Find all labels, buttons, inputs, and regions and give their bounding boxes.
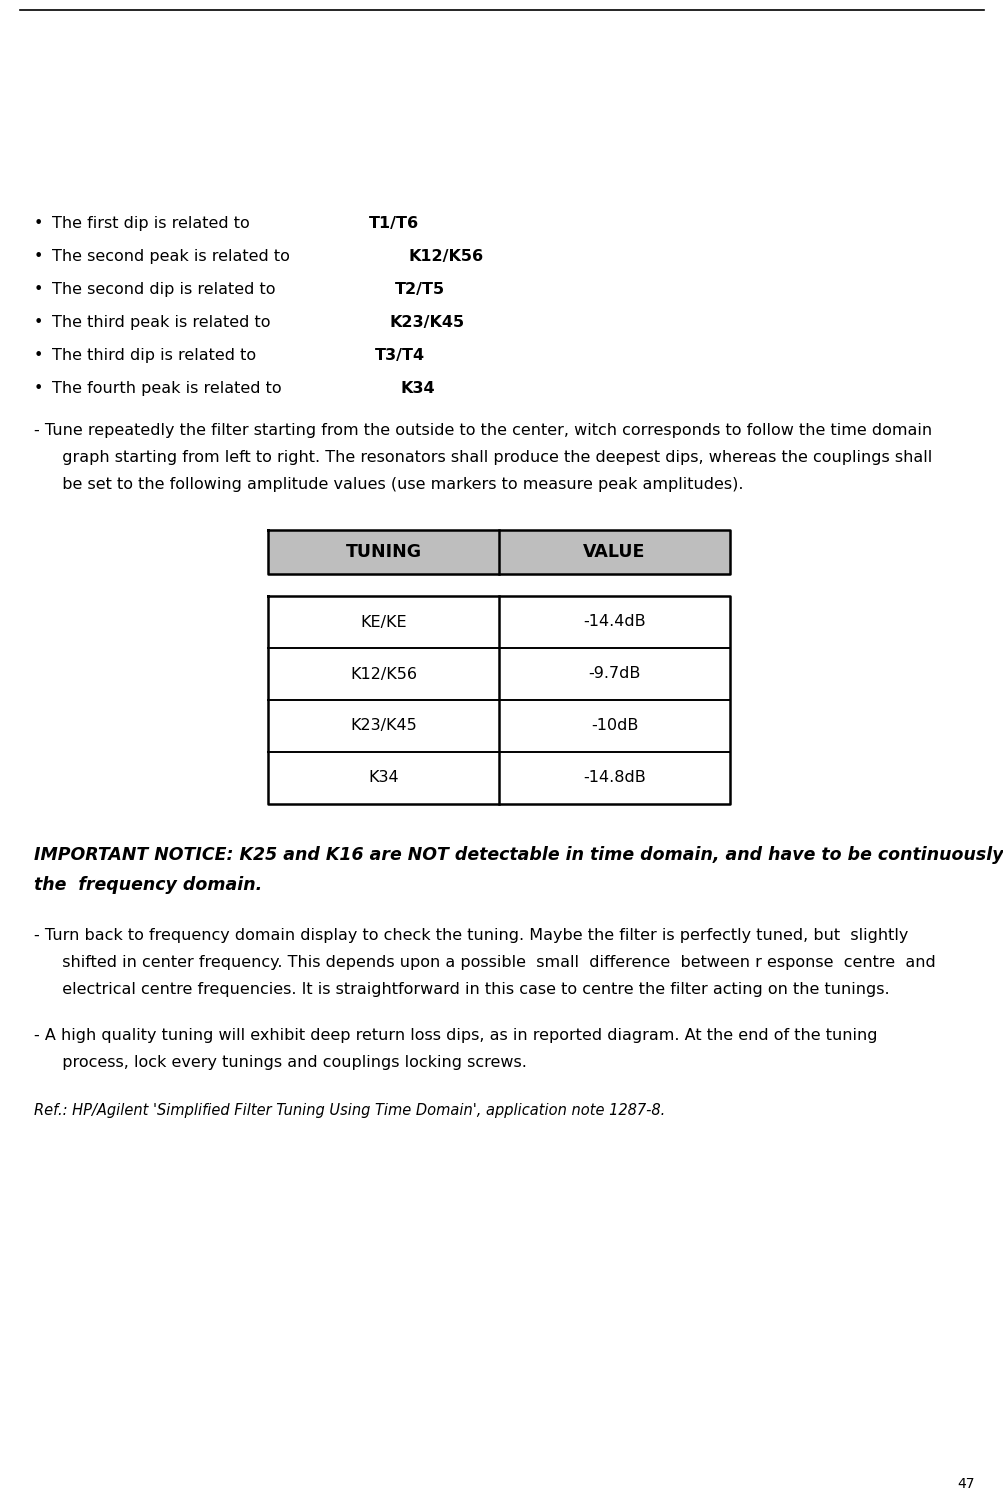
- Text: •: •: [34, 380, 43, 395]
- Text: process, lock every tunings and couplings locking screws.: process, lock every tunings and coupling…: [52, 1055, 527, 1070]
- Text: be set to the following amplitude values (use markers to measure peak amplitudes: be set to the following amplitude values…: [52, 476, 743, 491]
- Text: •: •: [34, 316, 43, 331]
- Text: TUNING: TUNING: [345, 543, 421, 561]
- Text: shifted in center frequency. This depends upon a possible  small  difference  be: shifted in center frequency. This depend…: [52, 954, 935, 969]
- Bar: [268, 531, 729, 574]
- Text: - A high quality tuning will exhibit deep return loss dips, as in reported diagr: - A high quality tuning will exhibit dee…: [34, 1028, 877, 1043]
- Text: The second dip is related to: The second dip is related to: [52, 283, 281, 298]
- Text: T1/T6: T1/T6: [368, 216, 418, 231]
- Text: The fourth peak is related to: The fourth peak is related to: [52, 380, 287, 395]
- Text: K23/K45: K23/K45: [350, 718, 416, 733]
- Text: the  frequency domain.: the frequency domain.: [34, 876, 262, 894]
- Text: 47: 47: [957, 1477, 974, 1491]
- Text: IMPORTANT NOTICE: K25 and K16 are NOT detectable in time domain, and have to be : IMPORTANT NOTICE: K25 and K16 are NOT de…: [34, 846, 1003, 864]
- Text: K23/K45: K23/K45: [389, 316, 464, 331]
- Text: electrical centre frequencies. It is straightforward in this case to centre the : electrical centre frequencies. It is str…: [52, 981, 889, 996]
- Text: VALUE: VALUE: [583, 543, 645, 561]
- Text: The second peak is related to: The second peak is related to: [52, 249, 295, 265]
- Text: •: •: [34, 283, 43, 298]
- Text: K12/K56: K12/K56: [408, 249, 483, 265]
- Text: - Turn back to frequency domain display to check the tuning. Maybe the filter is: - Turn back to frequency domain display …: [34, 927, 908, 942]
- Text: •: •: [34, 216, 43, 231]
- Text: graph starting from left to right. The resonators shall produce the deepest dips: graph starting from left to right. The r…: [52, 449, 932, 464]
- Text: KE/KE: KE/KE: [360, 615, 406, 630]
- Text: -9.7dB: -9.7dB: [588, 666, 640, 681]
- Text: •: •: [34, 249, 43, 265]
- Text: -14.8dB: -14.8dB: [583, 771, 645, 786]
- Text: K12/K56: K12/K56: [350, 666, 416, 681]
- Text: T2/T5: T2/T5: [394, 283, 444, 298]
- Text: Ref.: HP/Agilent 'Simplified Filter Tuning Using Time Domain', application note : Ref.: HP/Agilent 'Simplified Filter Tuni…: [34, 1103, 665, 1118]
- Text: K34: K34: [368, 771, 398, 786]
- Text: •: •: [34, 349, 43, 364]
- Text: The first dip is related to: The first dip is related to: [52, 216, 255, 231]
- Text: The third dip is related to: The third dip is related to: [52, 349, 261, 364]
- Text: T3/T4: T3/T4: [375, 349, 424, 364]
- Text: -10dB: -10dB: [590, 718, 638, 733]
- Text: - Tune repeatedly the filter starting from the outside to the center, witch corr: - Tune repeatedly the filter starting fr…: [34, 422, 931, 437]
- Text: K34: K34: [400, 380, 434, 395]
- Text: The third peak is related to: The third peak is related to: [52, 316, 276, 331]
- Text: -14.4dB: -14.4dB: [583, 615, 645, 630]
